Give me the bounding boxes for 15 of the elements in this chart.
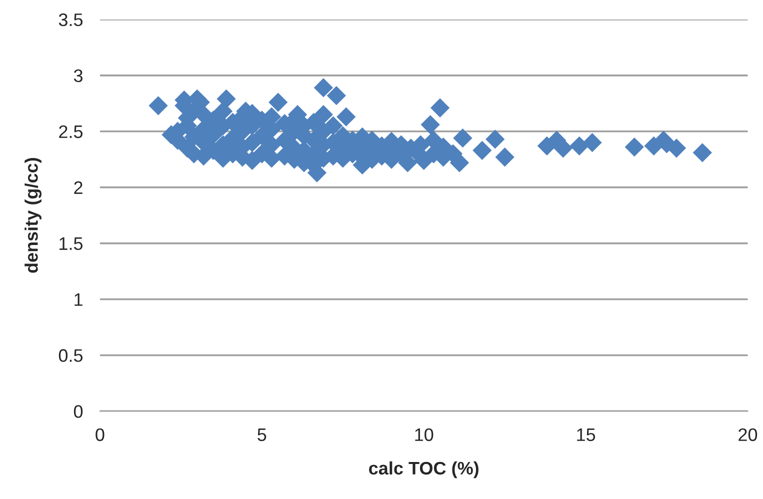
x-tick-label: 15 bbox=[577, 428, 596, 442]
y-tick-label: 3 bbox=[74, 69, 82, 82]
x-tick-label: 20 bbox=[738, 428, 758, 442]
y-tick-label: 2.5 bbox=[59, 125, 83, 138]
x-tick-label: 10 bbox=[415, 428, 434, 442]
y-tick-label: 3.5 bbox=[58, 13, 83, 26]
x-tick-label: 5 bbox=[258, 428, 266, 442]
y-tick-label: 1 bbox=[74, 293, 82, 306]
y-tick-label: 1.5 bbox=[60, 237, 83, 250]
y-tick-label: 2 bbox=[74, 181, 82, 194]
y-tick-label: 0.5 bbox=[58, 349, 83, 362]
x-axis-title: calc TOC (%) bbox=[369, 461, 478, 478]
x-tick-label: 0 bbox=[96, 428, 104, 442]
y-tick-label: 0 bbox=[74, 405, 83, 418]
y-axis-title: density (g/cc) bbox=[24, 158, 42, 273]
